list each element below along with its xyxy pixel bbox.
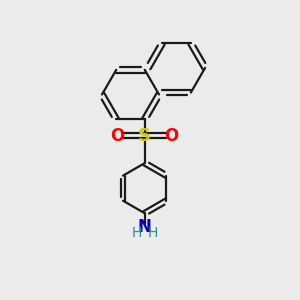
Text: S: S	[138, 127, 151, 145]
Text: H: H	[131, 226, 142, 240]
Text: O: O	[111, 127, 125, 145]
Text: N: N	[138, 218, 152, 236]
Text: H: H	[148, 226, 158, 240]
Text: O: O	[165, 127, 179, 145]
